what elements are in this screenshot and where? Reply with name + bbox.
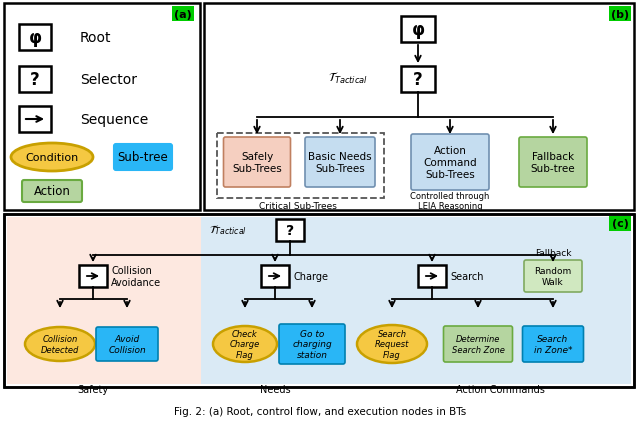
Text: Safety: Safety [77, 384, 109, 394]
FancyBboxPatch shape [444, 326, 513, 362]
Text: Search
in Zone*: Search in Zone* [534, 334, 572, 354]
Text: Check
Charge
Flag: Check Charge Flag [230, 329, 260, 359]
FancyBboxPatch shape [418, 265, 446, 287]
Text: Fallback: Fallback [535, 248, 572, 257]
FancyBboxPatch shape [401, 17, 435, 43]
FancyBboxPatch shape [19, 25, 51, 51]
Text: Selector: Selector [80, 73, 137, 87]
FancyBboxPatch shape [519, 138, 587, 187]
Text: $\mathcal{T}_{Tactical}$: $\mathcal{T}_{Tactical}$ [209, 222, 247, 236]
Text: Condition: Condition [26, 153, 79, 163]
FancyBboxPatch shape [305, 138, 375, 187]
FancyBboxPatch shape [279, 324, 345, 364]
Text: Search
Request
Flag: Search Request Flag [375, 329, 409, 359]
Text: Needs: Needs [260, 384, 291, 394]
Text: Collision
Avoidance: Collision Avoidance [111, 265, 161, 287]
Text: (b): (b) [611, 9, 629, 20]
Text: Root: Root [80, 31, 111, 45]
Text: Search: Search [450, 271, 483, 281]
Text: Fig. 2: (a) Root, control flow, and execution nodes in BTs: Fig. 2: (a) Root, control flow, and exec… [174, 406, 466, 416]
Text: Action: Action [33, 185, 70, 198]
FancyBboxPatch shape [19, 67, 51, 93]
FancyBboxPatch shape [276, 219, 304, 242]
Text: Safely
Sub-Trees: Safely Sub-Trees [232, 152, 282, 173]
FancyBboxPatch shape [114, 145, 172, 170]
FancyBboxPatch shape [96, 327, 158, 361]
Text: Fallback
Sub-tree: Fallback Sub-tree [531, 152, 575, 173]
FancyBboxPatch shape [522, 326, 584, 362]
Text: ?: ? [286, 224, 294, 237]
FancyBboxPatch shape [79, 265, 107, 287]
Text: Basic Needs
Sub-Trees: Basic Needs Sub-Trees [308, 152, 372, 173]
Text: Determine
Search Zone: Determine Search Zone [452, 334, 504, 354]
Text: $\mathcal{T}_{Tactical}$: $\mathcal{T}_{Tactical}$ [328, 70, 368, 85]
FancyBboxPatch shape [22, 181, 82, 202]
Text: (c): (c) [612, 219, 628, 229]
FancyBboxPatch shape [201, 218, 631, 384]
Ellipse shape [213, 326, 277, 362]
Ellipse shape [357, 325, 427, 363]
Text: Controlled through
LEIA Reasoning: Controlled through LEIA Reasoning [410, 192, 490, 211]
Text: Charge: Charge [293, 271, 328, 281]
FancyBboxPatch shape [609, 216, 631, 231]
Text: Random
Walk: Random Walk [534, 267, 572, 286]
Text: Sequence: Sequence [80, 113, 148, 127]
FancyBboxPatch shape [204, 4, 634, 210]
Text: (a): (a) [174, 9, 192, 20]
FancyBboxPatch shape [261, 265, 289, 287]
Text: Collision
Detected: Collision Detected [41, 334, 79, 354]
Text: Go to
charging
station: Go to charging station [292, 329, 332, 359]
Text: φ: φ [28, 29, 42, 47]
Text: Critical Sub-Trees: Critical Sub-Trees [259, 201, 337, 210]
FancyBboxPatch shape [524, 260, 582, 292]
Text: ?: ? [30, 71, 40, 89]
Text: ?: ? [413, 71, 423, 89]
FancyBboxPatch shape [19, 107, 51, 132]
Text: Avoid
Collision: Avoid Collision [108, 334, 146, 354]
FancyBboxPatch shape [4, 4, 200, 210]
FancyBboxPatch shape [4, 215, 634, 387]
FancyBboxPatch shape [223, 138, 291, 187]
FancyBboxPatch shape [411, 135, 489, 190]
Text: Sub-tree: Sub-tree [118, 151, 168, 164]
Ellipse shape [25, 327, 95, 361]
FancyBboxPatch shape [401, 67, 435, 93]
Text: Action
Command
Sub-Trees: Action Command Sub-Trees [423, 146, 477, 179]
Ellipse shape [11, 144, 93, 172]
FancyBboxPatch shape [172, 7, 194, 22]
FancyBboxPatch shape [609, 7, 631, 22]
FancyBboxPatch shape [7, 218, 201, 384]
Text: φ: φ [412, 21, 424, 39]
Text: Action Commands: Action Commands [456, 384, 545, 394]
